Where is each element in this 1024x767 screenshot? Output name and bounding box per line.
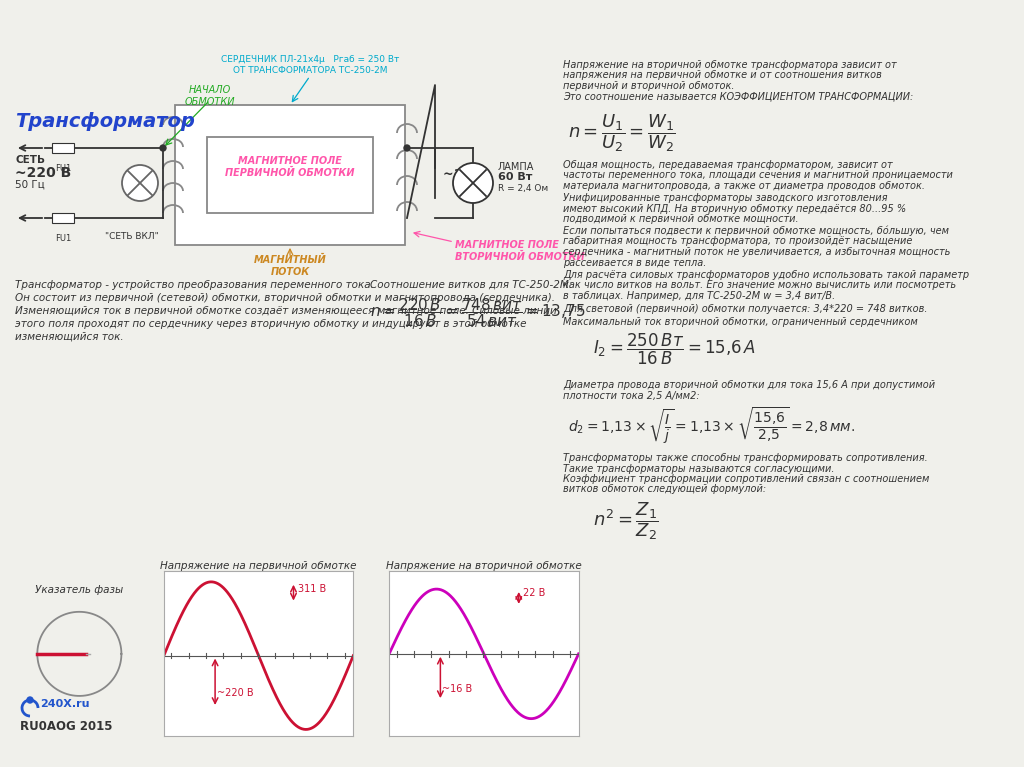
Text: $d_2 = 1{,}13\times\sqrt{\dfrac{I}{j}} = 1{,}13\times\sqrt{\dfrac{15{,}6}{2{,}5}: $d_2 = 1{,}13\times\sqrt{\dfrac{I}{j}} =…: [568, 405, 855, 446]
Text: FU1: FU1: [55, 234, 71, 243]
Bar: [175, 105, 406, 245]
Text: изменяющийся ток.: изменяющийся ток.: [15, 332, 124, 342]
Text: в таблицах. Например, для ТС-250-2М w = 3,4 вит/В.: в таблицах. Например, для ТС-250-2М w = …: [563, 291, 836, 301]
Text: сердечника - магнитный поток не увеличивается, а избыточная мощность: сердечника - магнитный поток не увеличив…: [563, 247, 950, 257]
Text: этого поля проходят по сердечнику через вторичную обмотку и индуцируют в этой об: этого поля проходят по сердечнику через …: [15, 319, 526, 329]
Text: НАЧАЛО
ОБМОТКИ: НАЧАЛО ОБМОТКИ: [184, 85, 236, 107]
Text: МАГНИТНОЕ ПОЛЕ
ПЕРВИЧНОЙ ОБМОТКИ: МАГНИТНОЕ ПОЛЕ ПЕРВИЧНОЙ ОБМОТКИ: [225, 156, 354, 178]
Text: ~16 В: ~16 В: [443, 169, 485, 182]
Circle shape: [27, 697, 33, 703]
Text: $n = \dfrac{220\,\mathit{В}}{16\,\mathit{В}} = \dfrac{748\,\mathit{вит}}{54\,\ma: $n = \dfrac{220\,\mathit{В}}{16\,\mathit…: [370, 296, 586, 329]
Text: 60 Вт: 60 Вт: [498, 172, 532, 182]
Title: Напряжение на вторичной обмотке: Напряжение на вторичной обмотке: [386, 561, 582, 571]
Text: Для расчёта силовых трансформаторов удобно использовать такой параметр: Для расчёта силовых трансформаторов удоб…: [563, 270, 969, 280]
Text: Если попытаться подвести к первичной обмотке мощность, бóльшую, чем: Если попытаться подвести к первичной обм…: [563, 226, 949, 236]
Text: $n = \dfrac{U_1}{U_2} = \dfrac{W_1}{W_2}$: $n = \dfrac{U_1}{U_2} = \dfrac{W_1}{W_2}…: [568, 112, 676, 153]
Text: подводимой к первичной обмотке мощности.: подводимой к первичной обмотке мощности.: [563, 214, 799, 224]
Text: ~220 В: ~220 В: [217, 688, 253, 698]
Text: 50 Гц: 50 Гц: [15, 180, 45, 190]
Text: $n^2 = \dfrac{Z_1}{Z_2}$: $n^2 = \dfrac{Z_1}{Z_2}$: [593, 500, 658, 542]
Text: FU1: FU1: [55, 164, 71, 173]
Text: МАГНИТНОЕ ПОЛЕ
ВТОРИЧНОЙ ОБМОТКИ: МАГНИТНОЕ ПОЛЕ ВТОРИЧНОЙ ОБМОТКИ: [455, 240, 585, 262]
Title: Напряжение на первичной обмотке: Напряжение на первичной обмотке: [161, 561, 356, 571]
Text: первичной и вторичной обмоток.: первичной и вторичной обмоток.: [563, 81, 734, 91]
Text: Он состоит из первичной (сетевой) обмотки, вторичной обмотки и магнитопровода (с: Он состоит из первичной (сетевой) обмотк…: [15, 293, 555, 303]
Bar: [52, 213, 74, 223]
Text: Общая мощность, передаваемая трансформатором, зависит от: Общая мощность, передаваемая трансформат…: [563, 160, 893, 170]
Bar: [207, 137, 373, 213]
Circle shape: [404, 145, 410, 151]
Text: RU0AOG 2015: RU0AOG 2015: [20, 720, 113, 733]
Text: Это соотношение называется КОЭФФИЦИЕНТОМ ТРАНСФОРМАЦИИ:: Это соотношение называется КОЭФФИЦИЕНТОМ…: [563, 91, 913, 101]
Text: $I_2 = \dfrac{250\,\mathit{Вт}}{16\,\mathit{В}} = 15{,}6\,\mathit{А}$: $I_2 = \dfrac{250\,\mathit{Вт}}{16\,\mat…: [593, 332, 756, 367]
Text: Диаметра провода вторичной обмотки для тока 15,6 А при допустимой: Диаметра провода вторичной обмотки для т…: [563, 380, 935, 390]
Text: МАГНИТНЫЙ
ПОТОК: МАГНИТНЫЙ ПОТОК: [254, 255, 327, 277]
Text: Трансформатор - устройство преобразования переменного тока.: Трансформатор - устройство преобразовани…: [15, 280, 374, 290]
Text: Для световой (первичной) обмотки получается: 3,4*220 = 748 витков.: Для световой (первичной) обмотки получае…: [563, 304, 928, 314]
Text: ЛАМПА: ЛАМПА: [498, 162, 535, 172]
Text: материала магнитопровода, а также от диаметра проводов обмоток.: материала магнитопровода, а также от диа…: [563, 181, 925, 191]
Circle shape: [160, 145, 166, 151]
Text: ~220 В: ~220 В: [15, 166, 72, 180]
Text: Трансформатор: Трансформатор: [15, 112, 195, 131]
Text: ОТ ТРАНСФОРМАТОРА ТС-250-2М: ОТ ТРАНСФОРМАТОРА ТС-250-2М: [232, 66, 387, 75]
Text: Максимальный ток вторичной обмотки, ограниченный сердечником: Максимальный ток вторичной обмотки, огра…: [563, 317, 918, 327]
Text: рассеивается в виде тепла.: рассеивается в виде тепла.: [563, 258, 707, 268]
Text: СЕРДЕЧНИК ПЛ-21х4µ   Pгаб = 250 Вт: СЕРДЕЧНИК ПЛ-21х4µ Pгаб = 250 Вт: [221, 55, 399, 64]
Text: Коэффициент трансформации сопротивлений связан с соотношением: Коэффициент трансформации сопротивлений …: [563, 474, 930, 484]
Text: Такие трансформаторы называются согласующими.: Такие трансформаторы называются согласую…: [563, 463, 835, 473]
Text: СЕТЬ: СЕТЬ: [15, 155, 45, 165]
Text: 240Х.ru: 240Х.ru: [40, 699, 89, 709]
Text: R = 2,4 Ом: R = 2,4 Ом: [498, 184, 548, 193]
Text: ~16 В: ~16 В: [442, 684, 472, 694]
Text: как число витков на вольт. Его значение можно вычислить или посмотреть: как число витков на вольт. Его значение …: [563, 281, 956, 291]
Text: Соотношение витков для ТС-250-2М:: Соотношение витков для ТС-250-2М:: [370, 280, 572, 290]
Text: 311 В: 311 В: [298, 584, 327, 594]
Text: Унифицированные трансформаторы заводского изготовления: Унифицированные трансформаторы заводског…: [563, 193, 888, 203]
Text: частоты переменного тока, площади сечения и магнитной проницаемости: частоты переменного тока, площади сечени…: [563, 170, 953, 180]
Bar: [52, 143, 74, 153]
Text: имеют высокий КПД. На вторичную обмотку передаётся 80...95 %: имеют высокий КПД. На вторичную обмотку …: [563, 203, 906, 213]
Text: Трансформаторы также способны трансформировать сопротивления.: Трансформаторы также способны трансформи…: [563, 453, 928, 463]
Text: габаритная мощность трансформатора, то произойдёт насыщение: габаритная мощность трансформатора, то п…: [563, 236, 912, 246]
Text: напряжения на первичной обмотке и от соотношения витков: напряжения на первичной обмотке и от соо…: [563, 71, 882, 81]
Text: Изменяющийся ток в первичной обмотке создаёт изменяющееся магнитное поле. Силовы: Изменяющийся ток в первичной обмотке соз…: [15, 306, 557, 316]
Text: Напряжение на вторичной обмотке трансформатора зависит от: Напряжение на вторичной обмотке трансфор…: [563, 60, 897, 70]
Circle shape: [453, 163, 493, 203]
Text: плотности тока 2,5 А/мм2:: плотности тока 2,5 А/мм2:: [563, 390, 699, 400]
Title: Указатель фазы: Указатель фазы: [35, 585, 124, 595]
Text: "СЕТЬ ВКЛ": "СЕТЬ ВКЛ": [105, 232, 159, 241]
Circle shape: [122, 165, 158, 201]
Text: 22 В: 22 В: [523, 588, 546, 598]
Text: витков обмоток следующей формулой:: витков обмоток следующей формулой:: [563, 485, 766, 495]
